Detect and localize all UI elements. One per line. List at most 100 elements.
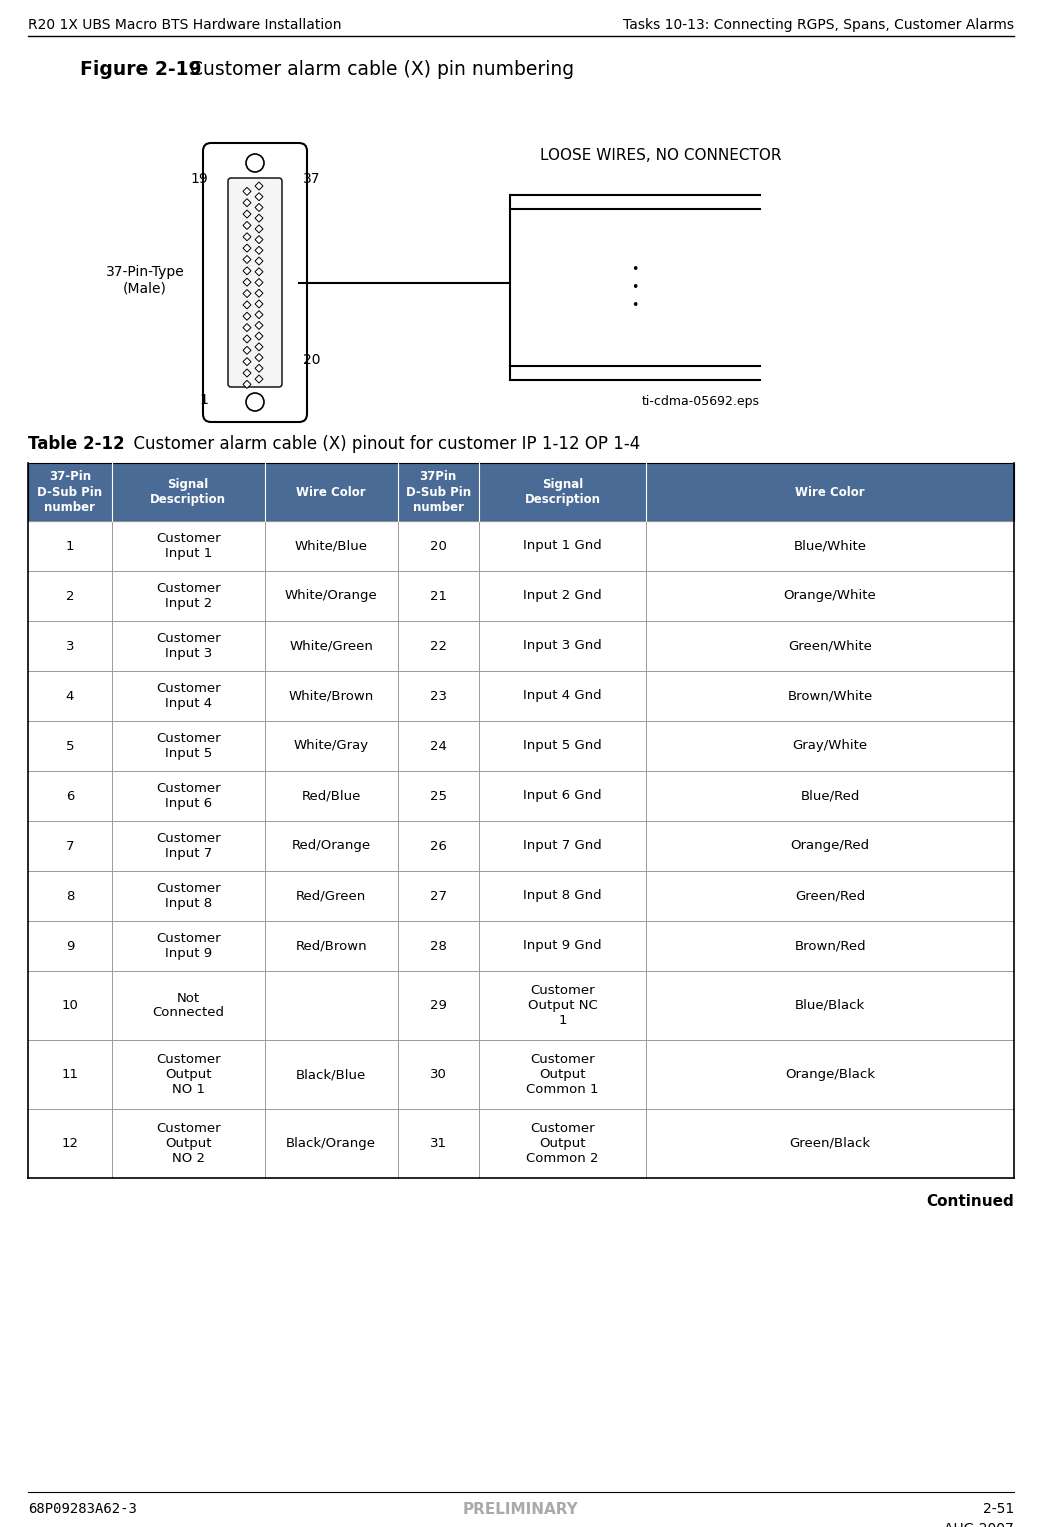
Text: 20: 20 [303, 353, 321, 366]
Text: Customer
Input 9: Customer Input 9 [156, 931, 221, 960]
Text: Input 4 Gnd: Input 4 Gnd [523, 690, 601, 702]
Polygon shape [243, 267, 251, 275]
Polygon shape [255, 203, 263, 211]
Polygon shape [255, 310, 263, 319]
Circle shape [246, 154, 264, 173]
Bar [28, 1040, 1014, 1109]
Polygon shape [255, 214, 263, 221]
Text: 68P09283A62-3: 68P09283A62-3 [28, 1503, 137, 1516]
Polygon shape [255, 192, 263, 200]
Text: 31: 31 [429, 1138, 447, 1150]
Text: 29: 29 [429, 999, 447, 1012]
Text: 19: 19 [191, 173, 208, 186]
Polygon shape [243, 301, 251, 308]
Text: 37-Pin-Type
(Male): 37-Pin-Type (Male) [105, 264, 184, 295]
Text: Customer
Input 8: Customer Input 8 [156, 883, 221, 910]
Text: 24: 24 [429, 739, 447, 753]
Text: 2-51: 2-51 [983, 1503, 1014, 1516]
Text: White/Orange: White/Orange [284, 589, 377, 603]
Text: Red/Orange: Red/Orange [292, 840, 371, 852]
Text: Continued: Continued [926, 1194, 1014, 1209]
Polygon shape [243, 211, 251, 218]
Text: Blue/White: Blue/White [794, 539, 867, 553]
Text: Tasks 10-13: Connecting RGPS, Spans, Customer Alarms: Tasks 10-13: Connecting RGPS, Spans, Cus… [623, 18, 1014, 32]
Text: Green/Black: Green/Black [790, 1138, 871, 1150]
Text: Figure 2-19: Figure 2-19 [80, 60, 201, 79]
Text: Black/Orange: Black/Orange [287, 1138, 376, 1150]
Text: 4: 4 [66, 690, 74, 702]
Text: White/Brown: White/Brown [289, 690, 374, 702]
Polygon shape [255, 278, 263, 287]
Text: Gray/White: Gray/White [793, 739, 868, 753]
Text: Brown/White: Brown/White [788, 690, 873, 702]
Polygon shape [255, 344, 263, 351]
Bar [28, 771, 1014, 822]
Polygon shape [243, 357, 251, 365]
Text: 9: 9 [66, 939, 74, 953]
Polygon shape [243, 199, 251, 206]
Text: Table 2-12: Table 2-12 [28, 435, 125, 454]
Text: Red/Blue: Red/Blue [301, 789, 361, 803]
Polygon shape [255, 321, 263, 330]
Bar [28, 721, 1014, 771]
Text: Customer
Output
Common 1: Customer Output Common 1 [526, 1054, 599, 1096]
Polygon shape [255, 235, 263, 244]
FancyBboxPatch shape [203, 144, 307, 421]
Text: Input 8 Gnd: Input 8 Gnd [523, 890, 601, 902]
Text: 28: 28 [429, 939, 447, 953]
Text: Customer
Input 2: Customer Input 2 [156, 582, 221, 609]
Bar [28, 621, 1014, 670]
Text: Input 9 Gnd: Input 9 Gnd [523, 939, 601, 953]
Text: Signal
Description: Signal Description [524, 478, 600, 507]
Text: ti-cdma-05692.eps: ti-cdma-05692.eps [642, 395, 760, 408]
Circle shape [246, 392, 264, 411]
Text: Orange/Black: Orange/Black [785, 1067, 875, 1081]
Text: White/Blue: White/Blue [295, 539, 368, 553]
Text: 30: 30 [429, 1067, 447, 1081]
Polygon shape [243, 232, 251, 241]
Text: Customer
Output
NO 1: Customer Output NO 1 [156, 1054, 221, 1096]
Text: 7: 7 [66, 840, 74, 852]
Text: Customer
Input 4: Customer Input 4 [156, 683, 221, 710]
Text: Input 7 Gnd: Input 7 Gnd [523, 840, 602, 852]
Bar [28, 971, 1014, 1040]
Bar [28, 870, 1014, 921]
Text: Input 3 Gnd: Input 3 Gnd [523, 640, 602, 652]
Text: Customer alarm cable (X) pin numbering: Customer alarm cable (X) pin numbering [190, 60, 574, 79]
Text: Brown/Red: Brown/Red [794, 939, 866, 953]
Bar [28, 670, 1014, 721]
Text: 27: 27 [429, 890, 447, 902]
Polygon shape [255, 224, 263, 234]
Text: 6: 6 [66, 789, 74, 803]
Text: Customer
Output
Common 2: Customer Output Common 2 [526, 1122, 599, 1165]
Text: White/Gray: White/Gray [294, 739, 369, 753]
Text: •: • [631, 299, 639, 312]
Text: 25: 25 [429, 789, 447, 803]
Text: Customer
Input 5: Customer Input 5 [156, 731, 221, 760]
Text: 11: 11 [61, 1067, 78, 1081]
Text: Black/Blue: Black/Blue [296, 1067, 367, 1081]
Text: Customer
Input 7: Customer Input 7 [156, 832, 221, 860]
Polygon shape [255, 299, 263, 308]
Text: 8: 8 [66, 890, 74, 902]
Text: 20: 20 [429, 539, 447, 553]
Text: Customer
Input 6: Customer Input 6 [156, 782, 221, 809]
Polygon shape [243, 290, 251, 298]
Text: Blue/Black: Blue/Black [795, 999, 865, 1012]
Polygon shape [255, 257, 263, 266]
Text: Customer
Input 3: Customer Input 3 [156, 632, 221, 660]
Text: AUG 2007: AUG 2007 [944, 1522, 1014, 1527]
Text: Input 2 Gnd: Input 2 Gnd [523, 589, 602, 603]
Polygon shape [255, 365, 263, 373]
Text: 5: 5 [66, 739, 74, 753]
Text: Input 6 Gnd: Input 6 Gnd [523, 789, 601, 803]
Text: Green/White: Green/White [788, 640, 872, 652]
Text: Orange/Red: Orange/Red [791, 840, 870, 852]
Polygon shape [243, 221, 251, 229]
Text: Input 1 Gnd: Input 1 Gnd [523, 539, 602, 553]
Bar [28, 521, 1014, 571]
Polygon shape [243, 380, 251, 388]
Polygon shape [255, 289, 263, 298]
Bar [28, 463, 1014, 521]
Polygon shape [243, 370, 251, 377]
